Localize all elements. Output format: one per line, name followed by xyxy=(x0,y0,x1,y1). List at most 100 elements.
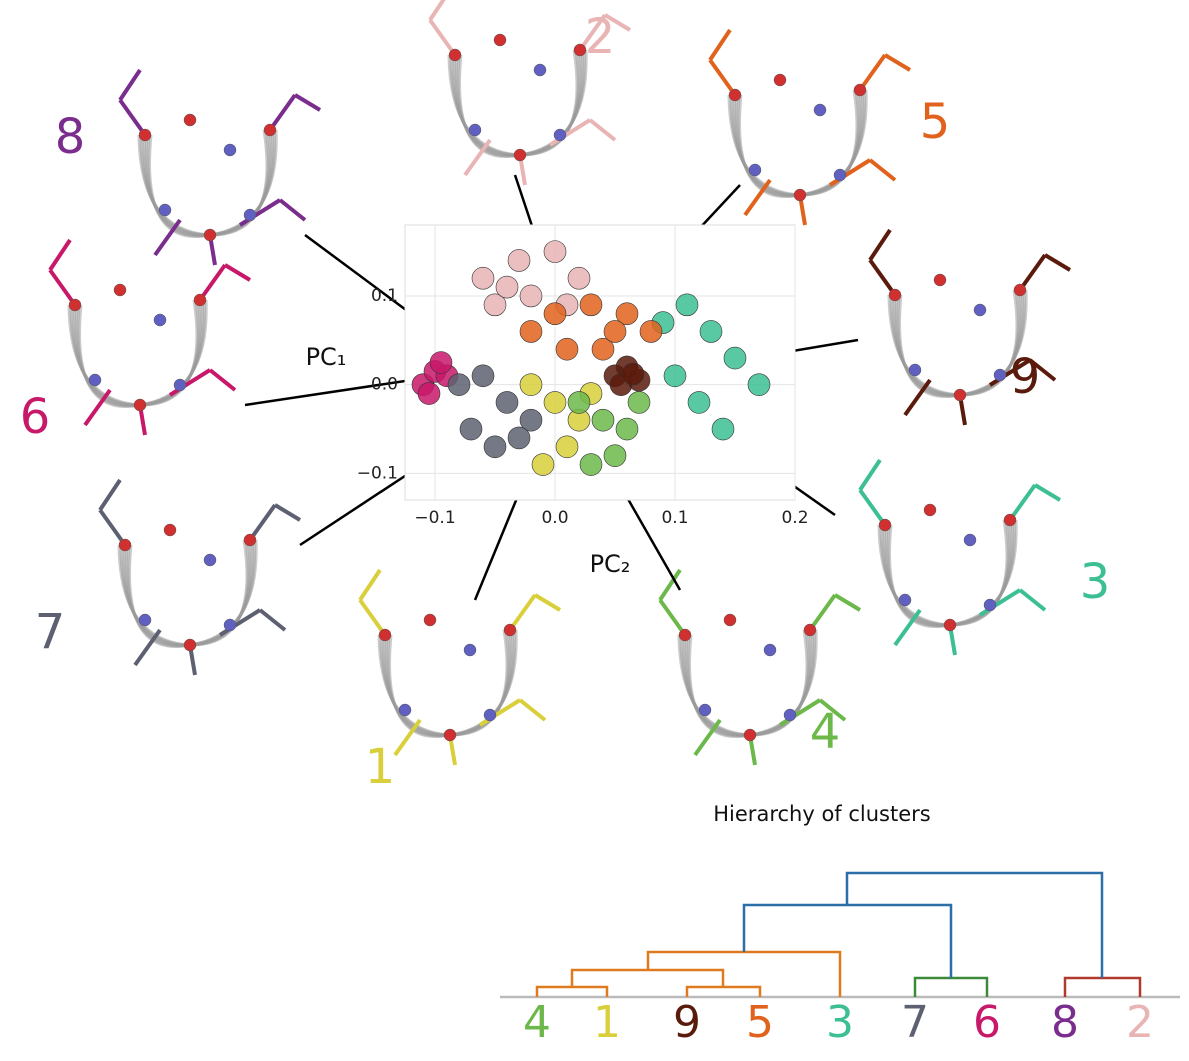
atom xyxy=(898,593,912,607)
atom xyxy=(728,88,742,102)
point xyxy=(543,302,567,326)
side-chain xyxy=(658,598,687,637)
atom xyxy=(973,303,987,317)
point xyxy=(471,364,495,388)
link xyxy=(913,976,989,997)
point xyxy=(543,240,567,263)
side-chain xyxy=(1018,253,1047,292)
atom xyxy=(223,143,237,157)
point xyxy=(519,284,543,308)
leaf-label: 4 xyxy=(523,997,551,1048)
atom xyxy=(138,613,152,627)
molecule xyxy=(98,478,302,676)
atom xyxy=(118,538,132,552)
side-chain xyxy=(978,588,1022,617)
point xyxy=(687,391,711,414)
side-chain xyxy=(208,368,237,392)
atom xyxy=(553,128,567,142)
point xyxy=(591,337,615,361)
side-chain xyxy=(48,268,77,307)
point xyxy=(543,391,567,414)
x-axis-label: PC₂ xyxy=(590,550,631,578)
leaf-label: 9 xyxy=(673,997,701,1048)
side-chain xyxy=(478,698,522,727)
leaf-label: 1 xyxy=(593,997,621,1048)
side-chain xyxy=(258,608,287,632)
backbone-trace xyxy=(727,89,868,197)
atom xyxy=(463,643,477,657)
point xyxy=(615,302,639,326)
atom xyxy=(1003,513,1017,527)
side-chain xyxy=(1008,483,1037,522)
atom xyxy=(503,623,517,637)
side-chain xyxy=(198,263,227,302)
atom xyxy=(803,623,817,637)
side-chain xyxy=(868,228,892,262)
point xyxy=(603,444,627,467)
leaf-label: 7 xyxy=(901,997,929,1048)
point xyxy=(639,320,663,343)
side-chain xyxy=(358,598,387,637)
atom xyxy=(203,553,217,567)
side-chain xyxy=(588,118,617,142)
atom xyxy=(398,703,412,717)
link xyxy=(742,903,953,978)
molecule xyxy=(858,458,1062,656)
point xyxy=(507,426,531,450)
side-chain xyxy=(218,608,262,637)
atom xyxy=(533,63,547,77)
molecule xyxy=(48,238,252,436)
point xyxy=(495,275,519,299)
point xyxy=(591,408,615,432)
side-chain xyxy=(118,68,142,102)
y-tick-label: 0.0 xyxy=(371,375,398,395)
leaf-label: 8 xyxy=(1051,997,1079,1048)
link xyxy=(535,985,609,997)
atom xyxy=(1013,283,1027,297)
atom xyxy=(678,628,692,642)
point xyxy=(483,435,507,459)
side-chain xyxy=(808,593,837,632)
atom xyxy=(743,728,757,742)
side-chain xyxy=(548,118,592,147)
side-chain xyxy=(1018,588,1047,612)
side-chain xyxy=(463,138,492,177)
link xyxy=(685,985,762,997)
side-chain xyxy=(98,508,127,547)
point xyxy=(417,382,441,405)
point xyxy=(675,293,699,317)
atom xyxy=(468,123,482,137)
dendrogram-title: Hierarchy of clusters xyxy=(713,802,930,826)
cluster-labels: 1 2 3 4 5 6 7 8 9 xyxy=(20,9,1111,795)
side-chain xyxy=(603,13,632,32)
molecule xyxy=(428,0,632,186)
point xyxy=(429,351,453,374)
side-chain xyxy=(508,593,537,632)
backbone-trace xyxy=(447,49,588,157)
point xyxy=(483,293,507,317)
side-chain xyxy=(133,628,162,667)
point xyxy=(579,453,603,476)
atom xyxy=(183,113,197,127)
atom xyxy=(493,33,507,47)
point xyxy=(603,320,627,343)
atom xyxy=(813,103,827,117)
scatter-plot: −0.1 0.0 0.1 0.2 −0.1 0.0 0.1 xyxy=(357,225,809,528)
side-chain xyxy=(988,358,1032,387)
side-chain xyxy=(518,698,547,722)
atom xyxy=(923,503,937,517)
side-chain xyxy=(1033,483,1062,502)
backbone-trace xyxy=(67,299,208,407)
side-chain xyxy=(693,718,722,757)
x-tick-label: 0.1 xyxy=(661,508,688,528)
atom xyxy=(908,363,922,377)
side-chain xyxy=(858,53,887,92)
backbone-trace xyxy=(887,289,1028,397)
molecule xyxy=(708,28,912,226)
point xyxy=(747,373,771,396)
atom xyxy=(773,73,787,87)
leaf-label: 5 xyxy=(746,997,774,1048)
side-chain xyxy=(1043,253,1072,272)
side-chain xyxy=(358,568,382,602)
